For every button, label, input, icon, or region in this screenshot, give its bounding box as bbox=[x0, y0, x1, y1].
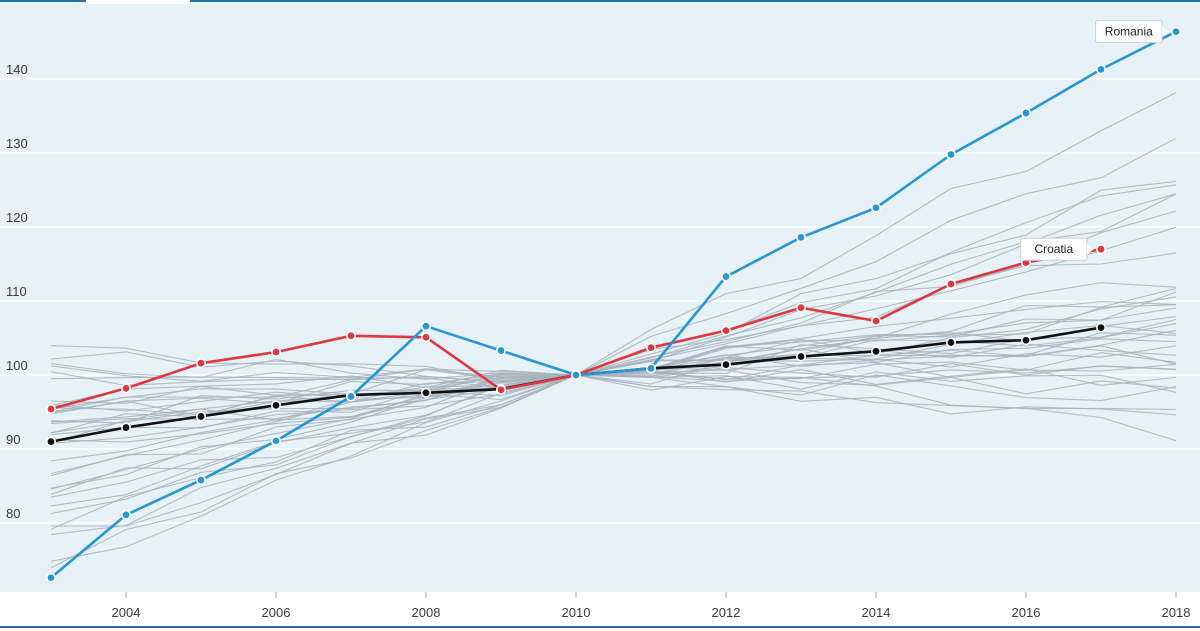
data-point[interactable] bbox=[870, 202, 881, 213]
data-point[interactable] bbox=[870, 346, 881, 357]
data-point[interactable] bbox=[121, 509, 132, 520]
plot-background bbox=[0, 0, 1200, 592]
y-axis-tick-labels: 80 90 100 110 120 130 140 bbox=[6, 62, 28, 521]
background-series-line bbox=[50, 180, 1177, 380]
data-point[interactable] bbox=[345, 391, 356, 402]
background-series-line bbox=[50, 369, 1177, 498]
x-tick-label: 2010 bbox=[562, 605, 591, 620]
data-point[interactable] bbox=[945, 149, 956, 160]
background-series-line bbox=[50, 374, 1177, 515]
background-series-line bbox=[50, 296, 1177, 569]
callout-pointer bbox=[1087, 244, 1094, 255]
data-point[interactable] bbox=[795, 232, 806, 243]
data-point[interactable] bbox=[345, 330, 356, 341]
data-point[interactable] bbox=[270, 400, 281, 411]
data-point[interactable] bbox=[121, 422, 132, 433]
data-point[interactable] bbox=[270, 347, 281, 358]
y-tick-label: 120 bbox=[6, 210, 28, 225]
data-point[interactable] bbox=[45, 404, 56, 415]
background-series-line bbox=[50, 226, 1177, 417]
data-point[interactable] bbox=[420, 387, 431, 398]
y-tick-label: 140 bbox=[6, 62, 28, 77]
data-point[interactable] bbox=[720, 359, 731, 370]
data-point[interactable] bbox=[645, 363, 656, 374]
x-tick-label: 2016 bbox=[1012, 605, 1041, 620]
background-series-line bbox=[50, 345, 1177, 475]
data-point[interactable] bbox=[196, 358, 207, 369]
top-tab-marker bbox=[86, 0, 190, 4]
y-tick-label: 100 bbox=[6, 358, 28, 373]
romania-series-line bbox=[50, 30, 1177, 579]
data-point[interactable] bbox=[1171, 26, 1182, 37]
data-point[interactable] bbox=[420, 332, 431, 343]
x-tick-label: 2014 bbox=[862, 605, 891, 620]
x-tick-label: 2018 bbox=[1162, 605, 1191, 620]
romania-callout: Romania bbox=[1095, 20, 1169, 44]
data-point[interactable] bbox=[495, 345, 506, 356]
x-tick-label: 2008 bbox=[412, 605, 441, 620]
data-point[interactable] bbox=[121, 383, 132, 394]
data-point[interactable] bbox=[870, 315, 881, 326]
y-tick-label: 90 bbox=[6, 432, 20, 447]
x-tick-label: 2006 bbox=[262, 605, 291, 620]
data-point[interactable] bbox=[645, 342, 656, 353]
data-point[interactable] bbox=[795, 302, 806, 313]
highlighted-series bbox=[45, 26, 1182, 583]
data-point[interactable] bbox=[45, 572, 56, 583]
background-series-line bbox=[50, 193, 1177, 389]
data-point[interactable] bbox=[495, 384, 506, 395]
series-callouts: Romania Croatia bbox=[1020, 20, 1169, 261]
callout-label: Croatia bbox=[1034, 242, 1073, 256]
y-tick-label: 80 bbox=[6, 506, 20, 521]
data-point[interactable] bbox=[1096, 64, 1107, 75]
callout-label: Romania bbox=[1105, 25, 1153, 39]
x-tick-label: 2004 bbox=[112, 605, 141, 620]
croatia-callout: Croatia bbox=[1020, 237, 1094, 261]
background-series-line bbox=[50, 343, 1177, 444]
background-series-line bbox=[50, 92, 1177, 384]
data-point[interactable] bbox=[1020, 108, 1031, 119]
data-point[interactable] bbox=[570, 369, 581, 380]
data-point[interactable] bbox=[1096, 322, 1107, 333]
callout-pointer bbox=[1162, 26, 1169, 37]
data-point[interactable] bbox=[196, 475, 207, 486]
data-point[interactable] bbox=[720, 271, 731, 282]
data-point[interactable] bbox=[196, 411, 207, 422]
x-axis-tick-labels: 2004 2006 2008 2010 2012 2014 2016 2018 bbox=[112, 592, 1191, 620]
data-point[interactable] bbox=[720, 325, 731, 336]
data-point[interactable] bbox=[420, 321, 431, 332]
data-point[interactable] bbox=[1096, 244, 1107, 255]
data-point[interactable] bbox=[795, 351, 806, 362]
data-point[interactable] bbox=[45, 436, 56, 447]
data-point[interactable] bbox=[270, 435, 281, 446]
data-point[interactable] bbox=[945, 278, 956, 289]
data-point[interactable] bbox=[945, 337, 956, 348]
background-series-line bbox=[50, 374, 1177, 536]
x-tick-label: 2012 bbox=[712, 605, 741, 620]
y-tick-label: 110 bbox=[6, 284, 27, 299]
y-tick-label: 130 bbox=[6, 136, 28, 151]
data-point[interactable] bbox=[1020, 335, 1031, 346]
